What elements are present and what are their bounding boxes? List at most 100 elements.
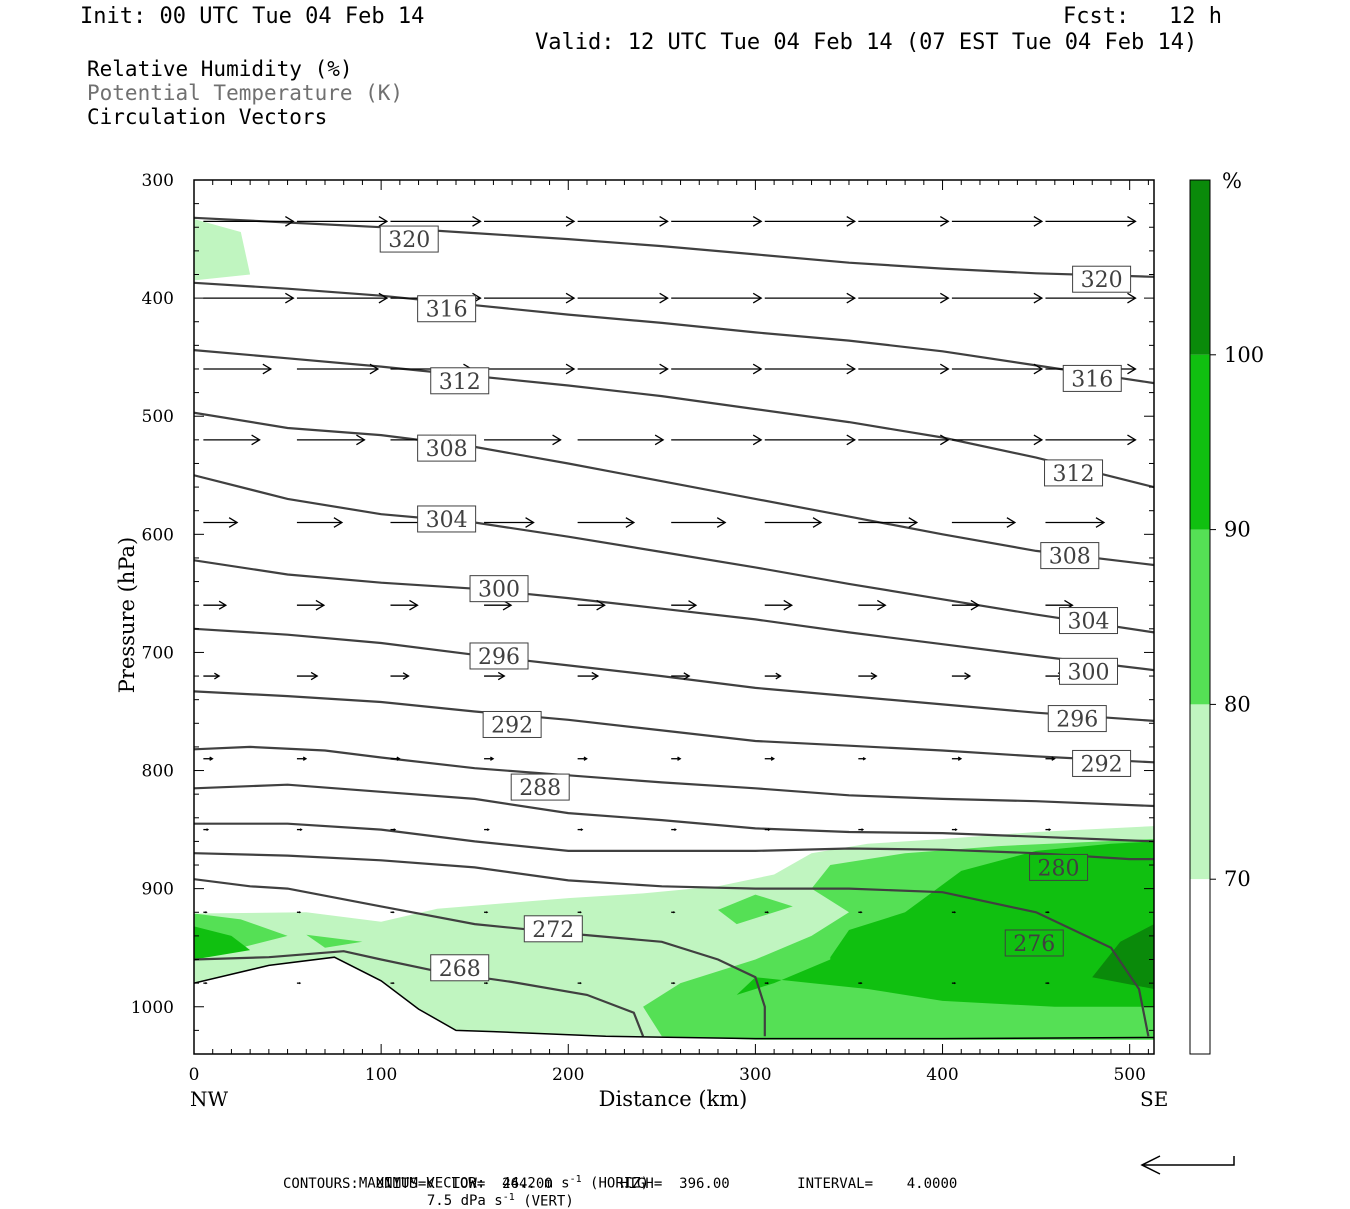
colorbar-segment xyxy=(1190,704,1210,880)
wind-vector-head xyxy=(209,756,214,761)
wind-vector-head xyxy=(1033,292,1044,304)
wind-vector-head xyxy=(205,982,208,985)
wind-vector-head xyxy=(688,600,698,611)
wind-vector-head xyxy=(565,292,576,304)
wind-vector-head xyxy=(752,292,763,304)
x-tick-label: 400 xyxy=(926,1065,958,1085)
x-tick-label: 300 xyxy=(739,1065,771,1085)
wind-vector-head xyxy=(716,517,727,528)
init-time: Init: 00 UTC Tue 04 Feb 14 xyxy=(80,4,425,29)
y-tick-label: 600 xyxy=(142,525,174,545)
contour-label-308: 308 xyxy=(426,437,468,462)
field-theta-label: Potential Temperature (K) xyxy=(87,81,404,105)
wind-vector-head xyxy=(369,363,380,375)
colorbar-segment xyxy=(1190,354,1210,530)
wind-vector-head xyxy=(876,599,887,611)
wind-vector-head xyxy=(939,363,950,375)
wind-vector-head xyxy=(1127,363,1137,375)
wind-vector-head xyxy=(378,215,389,227)
rh-region-80 xyxy=(306,934,363,948)
wind-vector-head xyxy=(485,982,489,985)
theta-contour-276 xyxy=(194,852,1150,1037)
x-tick-label: 200 xyxy=(552,1065,584,1085)
wind-vector-head xyxy=(396,756,401,761)
contour-label-box xyxy=(1059,607,1119,635)
wind-vector-head xyxy=(497,671,506,681)
reference-vector-head xyxy=(1140,1155,1161,1175)
wind-vector-head xyxy=(1048,828,1052,831)
contour-label-box xyxy=(1072,749,1132,777)
reference-vector xyxy=(1142,1156,1235,1166)
wind-vector-head xyxy=(861,828,865,831)
theta-contour-312 xyxy=(194,349,1154,489)
wind-vector-head xyxy=(954,828,958,831)
theta-contour-316 xyxy=(194,281,1154,385)
x-tick-label: 0 xyxy=(189,1065,200,1085)
wind-vector-head xyxy=(490,756,495,761)
wind-vector-head xyxy=(775,672,782,680)
colorbar-level-label: 100 xyxy=(1224,343,1264,367)
wind-vector-head xyxy=(939,434,950,446)
y-tick-label: 400 xyxy=(142,289,174,309)
wind-vector-head xyxy=(565,215,576,227)
contour-label-box xyxy=(417,295,477,323)
wind-vector-head xyxy=(860,911,863,914)
contour-label-box xyxy=(469,642,529,670)
rh-region-70 xyxy=(194,219,251,281)
wind-vector-head xyxy=(356,434,366,446)
x-end-label-right: SE xyxy=(1140,1087,1168,1111)
rh-region-100 xyxy=(1092,924,1154,989)
wind-vector-head xyxy=(939,215,950,227)
contour-label-304: 304 xyxy=(426,508,468,533)
field-vector-label: Circulation Vectors xyxy=(87,105,328,129)
contour-label-320: 320 xyxy=(1081,268,1123,293)
wind-vector-head xyxy=(302,756,308,761)
max-vector-label: MAXIMUM VECTOR: 44.2 m s xyxy=(358,1175,570,1192)
contour-label-300: 300 xyxy=(1068,660,1110,685)
wind-vector-head xyxy=(392,982,395,985)
wind-vector-head xyxy=(659,363,669,375)
contour-label-box xyxy=(1072,265,1132,293)
contour-label-box xyxy=(1040,542,1100,570)
wind-vector-head xyxy=(402,672,410,680)
wind-vector-head xyxy=(472,215,482,227)
wind-vector-head xyxy=(315,599,326,611)
wind-vector-head xyxy=(846,292,857,304)
wind-vector-head xyxy=(579,911,582,914)
colorbar-unit: % xyxy=(1222,169,1242,193)
wind-vector-head xyxy=(939,292,950,304)
wind-vector-head xyxy=(953,982,957,985)
theta-contour-308 xyxy=(194,411,1154,567)
contour-label-272: 272 xyxy=(532,918,574,943)
wind-vector-head xyxy=(783,599,794,611)
wind-vector-head xyxy=(596,599,606,611)
contour-label-box xyxy=(1059,657,1119,685)
theta-contour-320 xyxy=(194,216,1154,278)
y-tick-label: 1000 xyxy=(131,998,174,1018)
wind-vector-head xyxy=(846,215,857,227)
contour-label-box xyxy=(417,434,477,462)
terrain-line xyxy=(194,956,1154,1040)
contour-label-box xyxy=(510,773,570,801)
theta-contour-284 xyxy=(194,783,1154,843)
wind-vector-head xyxy=(683,672,691,680)
theta-contour-300 xyxy=(194,559,1154,672)
wind-vector-head xyxy=(953,911,957,914)
wind-vector-head xyxy=(659,215,669,227)
wind-vector-head xyxy=(214,672,221,680)
vert-label: (VERT) xyxy=(514,1193,574,1209)
contour-label-box xyxy=(469,575,529,603)
wind-vector-head xyxy=(228,517,239,528)
contour-label-box xyxy=(1004,929,1064,957)
colorbar-level-label: 80 xyxy=(1224,692,1251,716)
contour-label-280: 280 xyxy=(1038,856,1080,881)
wind-vector-head xyxy=(409,599,419,611)
wind-vector-head xyxy=(393,828,397,831)
wind-vector-head xyxy=(1127,434,1137,446)
x-end-label-left: NW xyxy=(190,1087,229,1111)
vert-value: 7.5 dPa s xyxy=(426,1193,503,1209)
wind-vector-head xyxy=(659,292,669,304)
wind-vector-head xyxy=(1033,434,1044,446)
wind-vector-head xyxy=(1051,756,1056,761)
wind-vector-head xyxy=(767,828,771,831)
